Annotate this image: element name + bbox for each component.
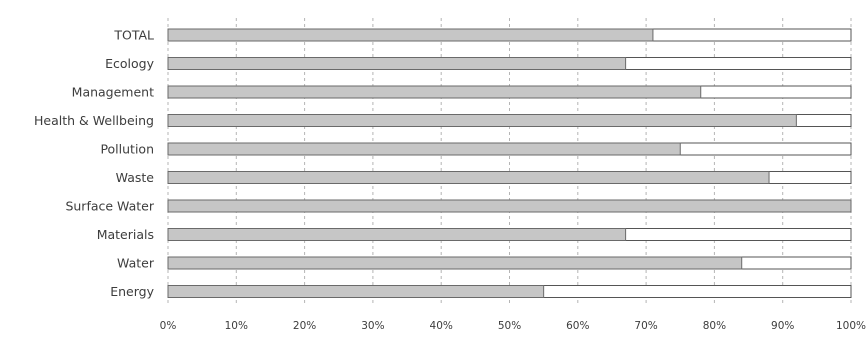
bar — [167, 285, 545, 298]
x-tick-label: 70% — [634, 320, 657, 332]
category-label: Pollution — [100, 142, 154, 157]
category-label: Energy — [110, 284, 154, 299]
category-labels: TOTAL Ecology Management Health & Wellbeing… — [34, 28, 155, 300]
category-label: TOTAL — [113, 28, 154, 43]
x-tick-label: 90% — [771, 320, 794, 332]
category-label: Surface Water — [65, 199, 154, 214]
bar — [167, 199, 852, 213]
x-tick-label: 20% — [293, 320, 316, 332]
bar — [167, 57, 627, 70]
x-tick-label: 30% — [361, 320, 384, 332]
category-label: Health & Wellbeing — [34, 113, 154, 128]
x-tick-label: 50% — [498, 320, 521, 332]
x-tick-label: 10% — [225, 320, 248, 332]
bar — [167, 28, 654, 42]
bar — [167, 256, 743, 270]
x-tick-label: 40% — [430, 320, 453, 332]
bars — [167, 28, 852, 298]
x-tick-label: 100% — [836, 320, 866, 332]
x-tick-label: 60% — [566, 320, 589, 332]
category-label: Water — [117, 256, 155, 271]
x-tick-label: 0% — [160, 320, 177, 332]
bar — [167, 142, 681, 156]
x-tick-label: 80% — [703, 320, 726, 332]
category-label: Management — [72, 85, 154, 100]
bar — [167, 171, 770, 184]
bar — [167, 114, 797, 127]
category-label: Waste — [116, 170, 155, 185]
category-label: Ecology — [105, 56, 154, 71]
x-axis-tick-labels: 0% 10% 20% 30% 40% 50% 60% 70% 80% 90% 100% — [160, 320, 866, 332]
category-label: Materials — [97, 227, 154, 242]
bar — [167, 85, 702, 99]
bar — [167, 228, 627, 241]
